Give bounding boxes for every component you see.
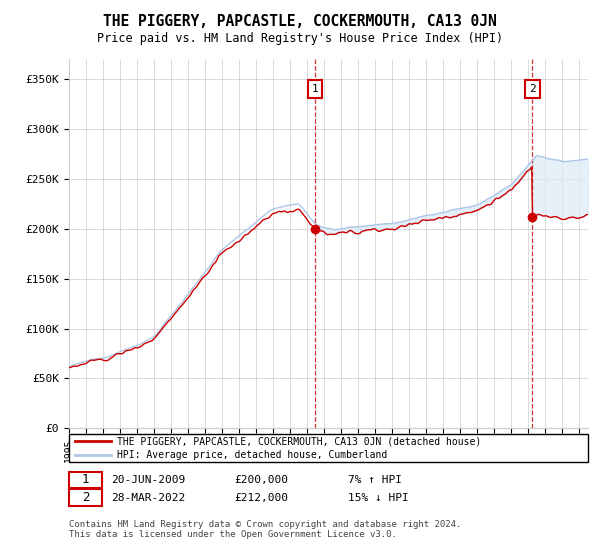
Text: 1: 1 <box>82 473 89 487</box>
Text: 7% ↑ HPI: 7% ↑ HPI <box>348 475 402 485</box>
Text: £212,000: £212,000 <box>234 493 288 503</box>
Text: 20-JUN-2009: 20-JUN-2009 <box>111 475 185 485</box>
Text: 1: 1 <box>312 84 319 94</box>
Text: Price paid vs. HM Land Registry's House Price Index (HPI): Price paid vs. HM Land Registry's House … <box>97 32 503 45</box>
Text: HPI: Average price, detached house, Cumberland: HPI: Average price, detached house, Cumb… <box>117 450 387 460</box>
Text: 15% ↓ HPI: 15% ↓ HPI <box>348 493 409 503</box>
Text: 28-MAR-2022: 28-MAR-2022 <box>111 493 185 503</box>
Text: 2: 2 <box>82 491 89 505</box>
Text: £200,000: £200,000 <box>234 475 288 485</box>
Text: THE PIGGERY, PAPCASTLE, COCKERMOUTH, CA13 0JN: THE PIGGERY, PAPCASTLE, COCKERMOUTH, CA1… <box>103 14 497 29</box>
Text: 2: 2 <box>529 84 536 94</box>
Text: THE PIGGERY, PAPCASTLE, COCKERMOUTH, CA13 0JN (detached house): THE PIGGERY, PAPCASTLE, COCKERMOUTH, CA1… <box>117 436 481 446</box>
Text: Contains HM Land Registry data © Crown copyright and database right 2024.
This d: Contains HM Land Registry data © Crown c… <box>69 520 461 539</box>
